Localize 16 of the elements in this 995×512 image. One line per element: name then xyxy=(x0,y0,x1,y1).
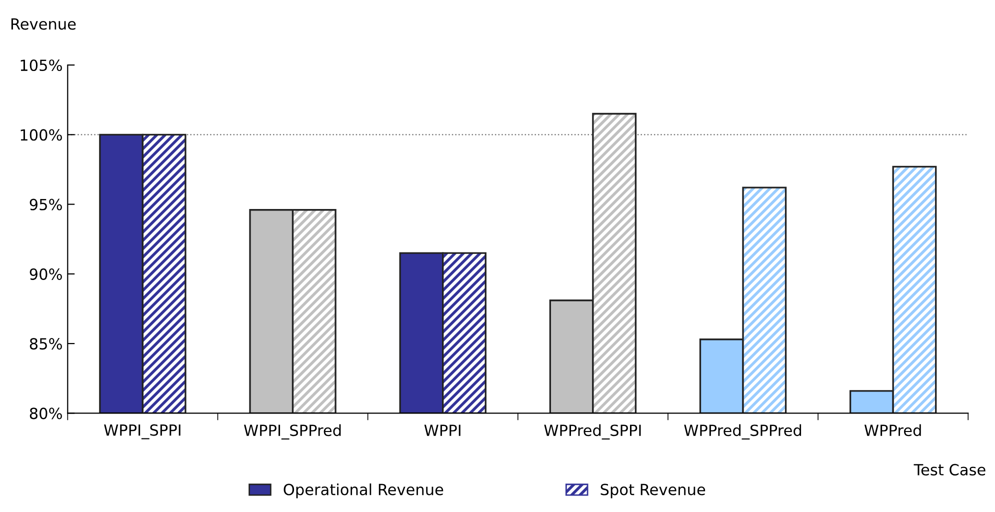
x-tick-label: WPPred_SPPred xyxy=(684,424,802,440)
y-tick-label: 90% xyxy=(30,268,62,280)
x-tick-label: WPPI xyxy=(424,424,460,436)
y-tick-label: 100% xyxy=(20,129,62,141)
y-axis-title: Revenue xyxy=(11,18,76,30)
y-tick-label: 95% xyxy=(30,198,62,210)
x-tick-label: WPPI_SPPred xyxy=(244,424,341,440)
y-tick-label: 80% xyxy=(30,408,62,420)
legend-label: Operational Revenue xyxy=(284,483,444,498)
x-axis-title: Test Case xyxy=(914,464,986,476)
x-tick-label: WPPred xyxy=(864,424,921,436)
x-tick-label: WPPI_SPPI xyxy=(104,424,180,440)
y-tick-label: 85% xyxy=(30,338,62,350)
y-tick-label: 105% xyxy=(20,59,62,72)
legend-label: Spot Revenue xyxy=(600,484,706,498)
x-tick-label: WPPred_SPPI xyxy=(544,424,641,440)
